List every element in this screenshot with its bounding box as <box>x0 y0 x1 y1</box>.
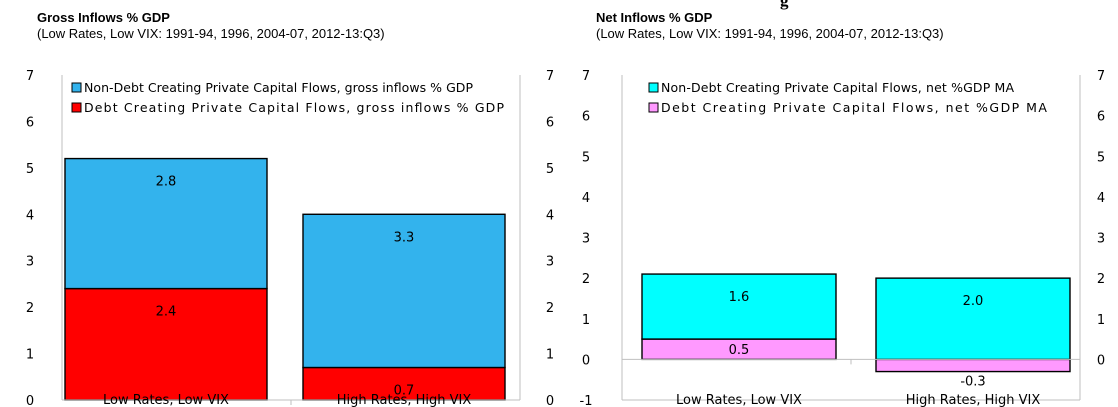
y-tick-label: 6 <box>582 110 590 125</box>
legend-entry: Debt Creating Private Capital Flows, net… <box>661 100 1047 115</box>
y-tick-label: 0 <box>582 353 590 368</box>
y2-tick-label: 3 <box>546 255 554 270</box>
net-inflows-chart: -1 0 1 2 3 4 5 6 7 0 1 2 3 4 5 6 7 0.5 1.6 -0.3 2.0 Low Rates… <box>580 69 1106 407</box>
y-tick-label: 2 <box>26 301 34 316</box>
gross-chart-title: Gross Inflows % GDP <box>37 10 170 25</box>
gross-inflows-chart: 0 1 2 3 4 5 6 7 0 1 2 3 4 5 6 7 2.4 2.8 0.7 3.3 Low Rates, L… <box>26 69 554 407</box>
y-tick-label: 7 <box>26 69 34 84</box>
y2-tick-label: 3 <box>1097 232 1105 247</box>
y-tick-label: 1 <box>26 348 34 363</box>
legend-swatch <box>648 82 659 93</box>
y-tick-label: 6 <box>26 115 34 130</box>
y2-tick-label: 1 <box>546 348 554 363</box>
page-heading: g <box>780 0 789 10</box>
y-tick-label: 5 <box>582 150 590 165</box>
data-label: 2.4 <box>156 305 177 320</box>
y-tick-label: 5 <box>26 162 34 177</box>
y2-tick-label: 5 <box>1097 150 1105 165</box>
bar-segment <box>302 366 506 401</box>
bar-segment <box>64 287 268 401</box>
net-chart-subtitle: (Low Rates, Low VIX: 1991-94, 1996, 2004… <box>596 26 944 41</box>
y-tick-label: 2 <box>582 272 590 287</box>
y2-tick-label: 6 <box>546 115 554 130</box>
y2-tick-label: 1 <box>1097 313 1105 328</box>
legend-entry: Non-Debt Creating Private Capital Flows,… <box>661 80 1014 95</box>
data-label: 2.0 <box>963 294 984 309</box>
y-tick-label: 7 <box>582 69 590 84</box>
bar-segment <box>875 358 1071 373</box>
category-label: Low Rates, Low VIX <box>676 393 802 407</box>
y2-tick-label: 7 <box>1097 69 1105 84</box>
bar-segment <box>302 213 506 369</box>
y-tick-label: 0 <box>26 394 34 407</box>
data-label: -0.3 <box>960 375 985 390</box>
data-label: 0.7 <box>394 384 415 399</box>
category-label: High Rates, High VIX <box>906 393 1041 407</box>
y-tick-label: 3 <box>582 232 590 247</box>
y2-tick-label: 2 <box>546 301 554 316</box>
y2-tick-label: 4 <box>1097 191 1105 206</box>
y2-tick-label: 0 <box>546 394 554 407</box>
y2-tick-label: 7 <box>546 69 554 84</box>
y-tick-label: 1 <box>582 313 590 328</box>
category-label: Low Rates, Low VIX <box>103 393 229 407</box>
bar-segment <box>641 273 837 340</box>
gross-chart-subtitle: (Low Rates, Low VIX: 1991-94, 1996, 2004… <box>37 26 385 41</box>
legend-swatch <box>71 82 82 93</box>
y-tick-label: 4 <box>26 208 34 223</box>
bar-segment <box>64 157 268 290</box>
net-inflows-panel: Net Inflows % GDP (Low Rates, Low VIX: 1… <box>560 0 1118 407</box>
legend-entry: Debt Creating Private Capital Flows, gro… <box>84 100 504 115</box>
data-label: 2.8 <box>156 175 177 190</box>
legend-entry: Non-Debt Creating Private Capital Flows,… <box>84 80 473 95</box>
data-label: 0.5 <box>729 343 750 358</box>
gross-inflows-panel: Gross Inflows % GDP (Low Rates, Low VIX:… <box>26 10 554 407</box>
data-label: 3.3 <box>394 230 415 245</box>
y2-tick-label: 4 <box>546 208 554 223</box>
y-tick-label: 4 <box>582 191 590 206</box>
legend-swatch <box>71 102 82 113</box>
bar-segment <box>875 277 1071 361</box>
y2-tick-label: 2 <box>1097 272 1105 287</box>
legend-swatch <box>648 102 659 113</box>
category-label: High Rates, High VIX <box>337 393 472 407</box>
y-tick-label: 3 <box>26 255 34 270</box>
y2-tick-label: 5 <box>546 162 554 177</box>
y2-tick-label: 6 <box>1097 110 1105 125</box>
y2-tick-label: 0 <box>1097 353 1105 368</box>
net-chart-title: Net Inflows % GDP <box>596 10 713 25</box>
data-label: 1.6 <box>729 290 750 305</box>
y-tick-label: -1 <box>580 394 593 407</box>
